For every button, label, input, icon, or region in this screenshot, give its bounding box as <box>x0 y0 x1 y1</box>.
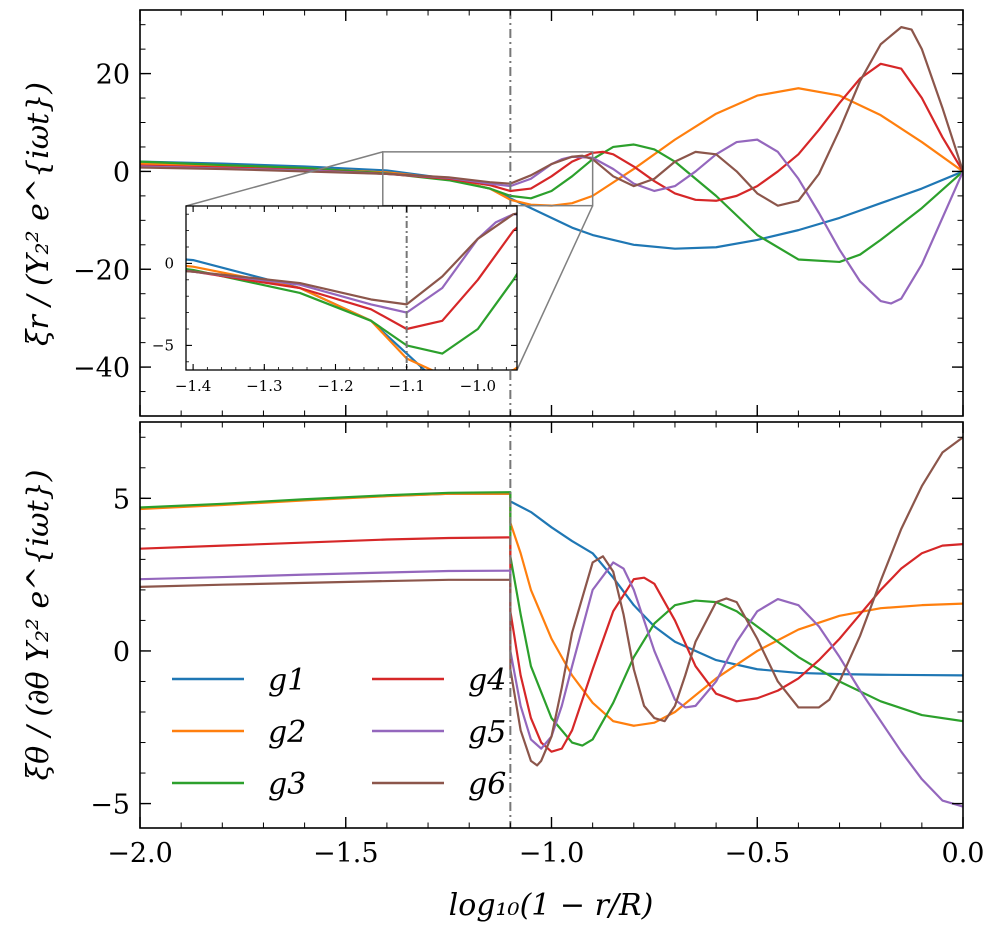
bottom-ytick-label: −5 <box>90 790 130 821</box>
legend: g1 g2 g3 g4 g5 g6 <box>172 663 506 802</box>
inset-series-lines <box>186 206 517 370</box>
top-series-lines <box>140 26 963 305</box>
inset-ytick-label: −5 <box>152 336 174 354</box>
bottom-ticks: −2.0 −1.5 −1.0 −0.5 0.0 5 0 −5 <box>90 422 984 869</box>
top-ytick-label: −20 <box>73 255 130 286</box>
inset-background <box>186 206 517 370</box>
inset-xtick-label: −1.2 <box>317 377 353 395</box>
top-series-g6 <box>140 26 963 207</box>
inset-series-g5 <box>186 213 517 314</box>
inset-series-g4 <box>186 226 517 331</box>
legend-label-g5: g5 <box>468 715 506 750</box>
bottom-xtick-label: −2.0 <box>107 838 173 869</box>
bottom-xtick-label: −0.5 <box>724 838 790 869</box>
inset-axes-frame <box>185 205 518 371</box>
top-ytick-label: 20 <box>96 60 130 91</box>
top-ticks: 20 0 −20 −40 <box>73 10 964 417</box>
xlabel: log₁₀(1 − r/R) <box>449 888 654 923</box>
inset-ytick-label: 0 <box>164 254 174 272</box>
inset-series-g1 <box>186 258 427 370</box>
inset-xtick-label: −1.1 <box>388 377 424 395</box>
inset-xtick-label: −1.3 <box>246 377 282 395</box>
top-ytick-label: −40 <box>73 353 130 384</box>
legend-label-g6: g6 <box>468 767 506 802</box>
inset-series-g2 <box>186 264 517 370</box>
bottom-ytick-label: 0 <box>113 637 130 668</box>
zoom-connector-left <box>185 151 383 207</box>
zoom-connector-right <box>516 205 594 371</box>
legend-label-g3: g3 <box>268 767 306 802</box>
bottom-series-g3 <box>140 491 963 747</box>
inset-series-g3 <box>186 267 517 355</box>
inset-ticks: −1.4 −1.3 −1.2 −1.1 −1.0 0 −5 <box>152 206 517 395</box>
top-ylabel: ξr / (Y₂² e^{iωt}) <box>21 82 56 346</box>
bottom-panel: −2.0 −1.5 −1.0 −0.5 0.0 5 0 −5 ξθ / (∂θ Y₂² e^{… <box>21 421 984 923</box>
inset-xtick-label: −1.0 <box>460 377 496 395</box>
inset-xtick-label: −1.4 <box>175 377 211 395</box>
inset-panel: −1.4 −1.3 −1.2 −1.1 −1.0 0 −5 <box>152 205 518 395</box>
bottom-ytick-label: 5 <box>113 484 130 515</box>
bottom-series-g6 <box>140 436 963 767</box>
legend-label-g1: g1 <box>268 663 306 698</box>
bottom-xtick-label: 0.0 <box>942 838 985 869</box>
inset-series-g6 <box>186 212 517 306</box>
bottom-xtick-label: −1.0 <box>519 838 585 869</box>
top-series-g1 <box>140 160 963 250</box>
top-series-g5 <box>140 138 963 305</box>
bottom-xtick-label: −1.5 <box>313 838 379 869</box>
legend-label-g2: g2 <box>268 715 306 750</box>
bottom-ylabel: ξθ / (∂θ Y₂² e^{iωt}) <box>21 470 56 781</box>
legend-label-g4: g4 <box>468 663 506 698</box>
top-panel: 20 0 −20 −40 ξr / (Y₂² e^{iωt}) <box>21 9 964 417</box>
top-ytick-label: 0 <box>113 157 130 188</box>
